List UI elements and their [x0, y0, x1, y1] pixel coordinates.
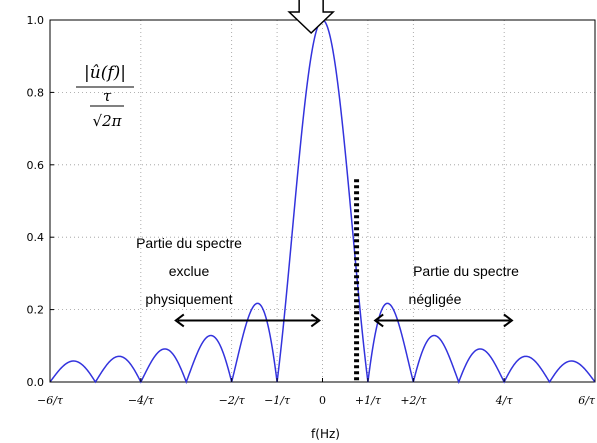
- x-tick-label: 0: [319, 394, 326, 407]
- excluded-region-annotation: Partie du spectre exclue physiquement: [136, 235, 321, 328]
- formula-denominator-top: τ: [103, 87, 112, 105]
- arrow-head-left: [174, 313, 185, 328]
- excluded-label-line-3: physiquement: [145, 291, 232, 307]
- arrow-head-right: [310, 313, 321, 328]
- formula-denominator-bottom: √2π: [93, 112, 123, 130]
- excluded-label-line-1: Partie du spectre: [136, 235, 242, 251]
- x-tick-label: −1/τ: [264, 394, 291, 407]
- x-tick-label: 6/τ: [578, 394, 596, 407]
- excluded-double-arrow: [174, 313, 321, 328]
- y-tick-label: 0.6: [27, 159, 45, 172]
- neglected-label-line-1: Partie du spectre: [413, 263, 519, 279]
- y-tick-label: 0.2: [27, 304, 45, 317]
- neglected-double-arrow: [373, 313, 514, 328]
- formula-numerator: |û(f)|: [84, 63, 126, 83]
- x-tick-label: −2/τ: [219, 394, 246, 407]
- x-tick-label: +1/τ: [355, 394, 382, 407]
- neglected-label-line-2: négligée: [409, 291, 462, 307]
- y-tick-label: 0.8: [27, 86, 45, 99]
- excluded-label-line-2: exclue: [169, 263, 210, 279]
- x-tick-label: +2/τ: [400, 394, 427, 407]
- grid: [49, 19, 596, 383]
- arrow-head-right: [503, 313, 514, 328]
- top-hollow-arrow: [287, 0, 336, 35]
- x-tick-label: −4/τ: [128, 394, 155, 407]
- x-tick-label: −6/τ: [37, 394, 64, 407]
- x-tick-labels: −6/τ −4/τ −2/τ −1/τ 0 +1/τ +2/τ 4/τ 6/τ: [37, 394, 596, 407]
- y-tick-label: 1.0: [27, 14, 45, 27]
- y-tick-labels: 0.0 0.2 0.4 0.6 0.8 1.0: [27, 14, 45, 389]
- arrow-head-left: [373, 313, 384, 328]
- x-tick-label: 4/τ: [495, 394, 514, 407]
- ticks: [49, 19, 596, 383]
- y-tick-label: 0.4: [27, 231, 45, 244]
- x-axis-label: f(Hz): [311, 427, 340, 441]
- y-tick-label: 0.0: [27, 376, 45, 389]
- y-axis-formula-label: |û(f)| τ √2π: [76, 63, 134, 130]
- neglected-region-annotation: Partie du spectre négligée: [373, 263, 519, 328]
